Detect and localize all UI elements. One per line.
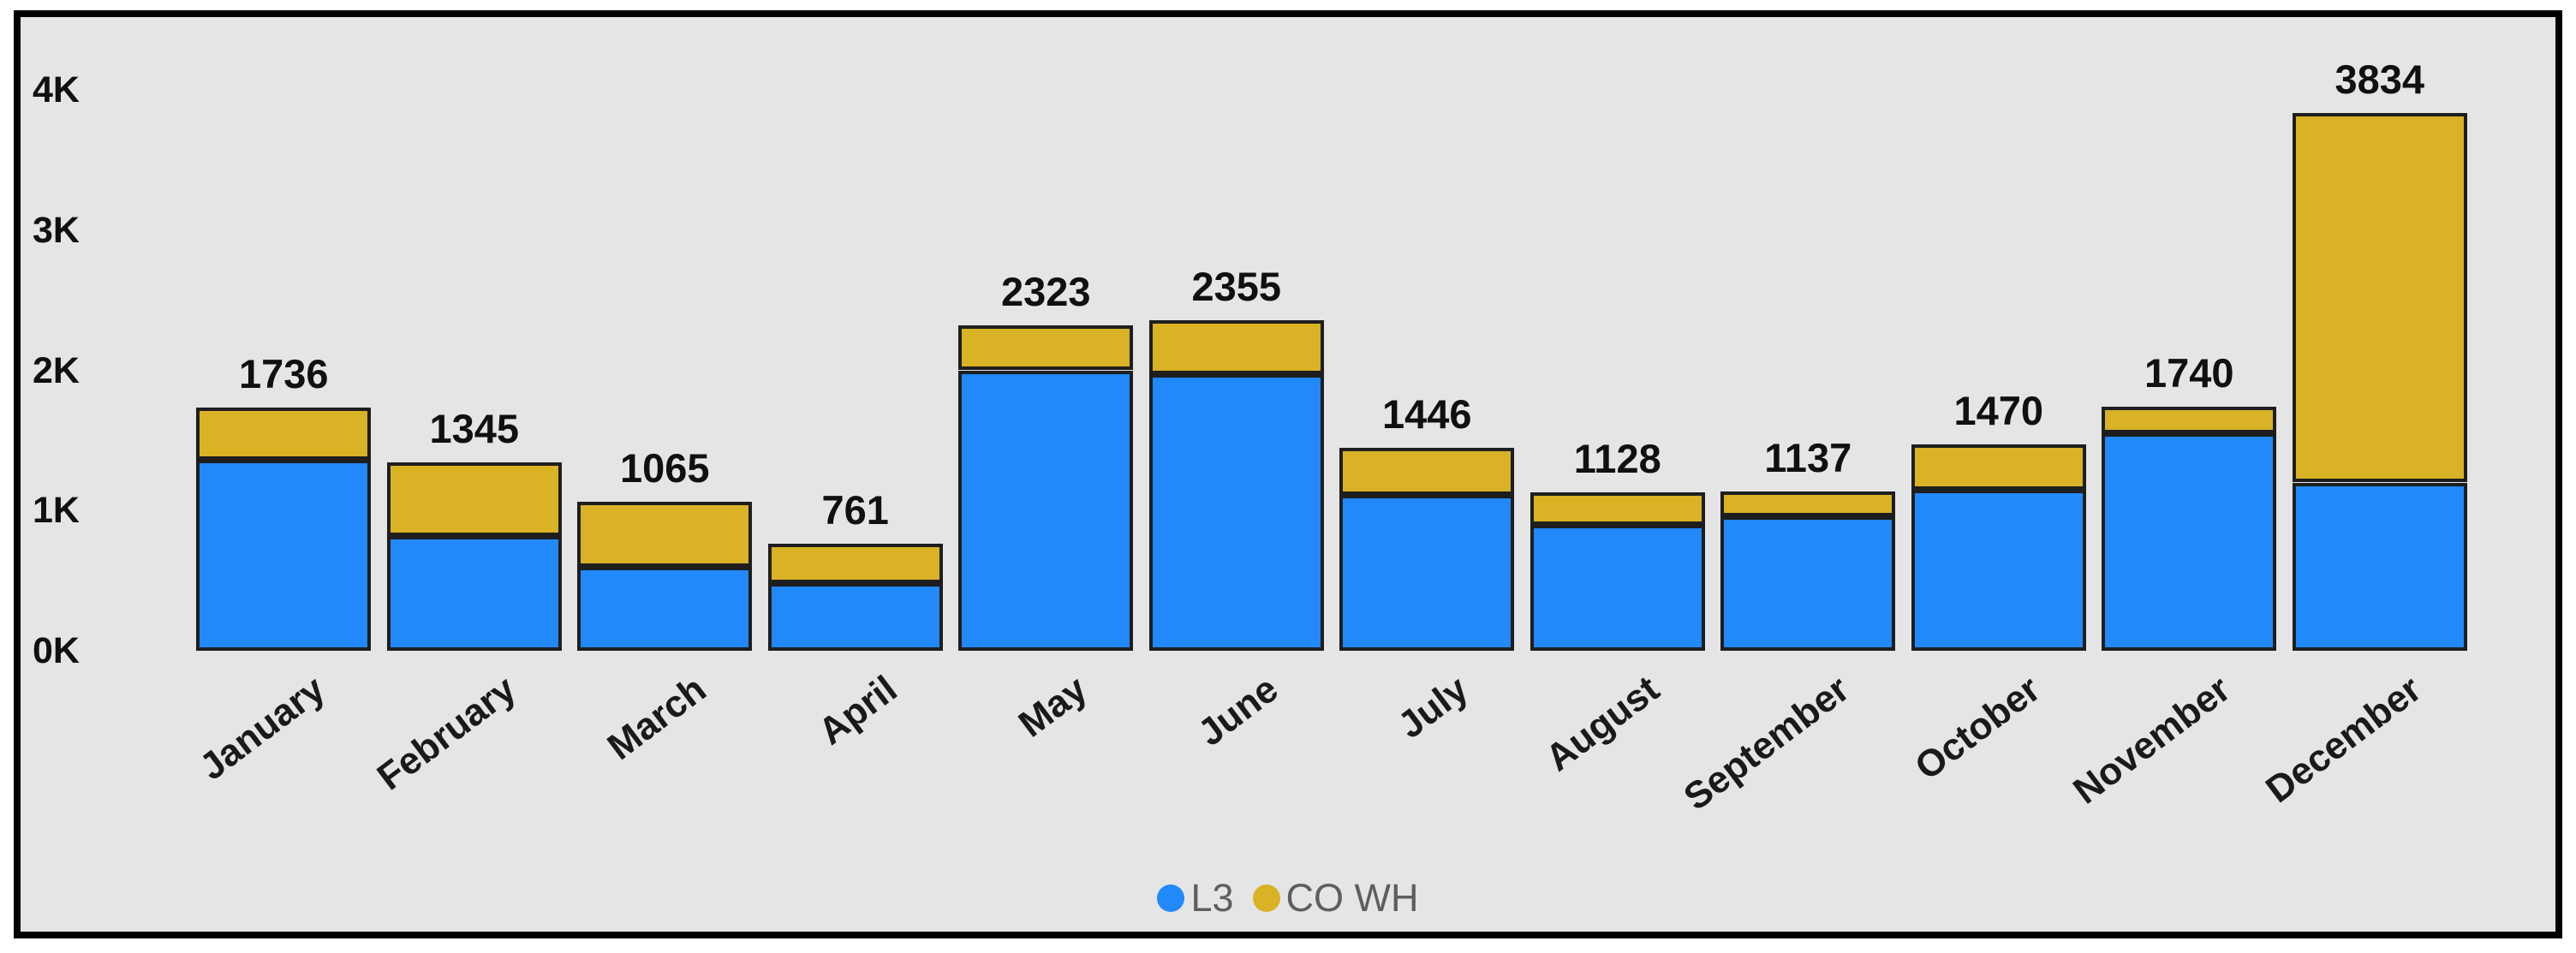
y-axis-tick-label: 0K <box>33 630 80 671</box>
bar-segment-co-wh-december[interactable] <box>2292 113 2467 483</box>
x-axis-category-anchor: December <box>2258 668 2576 811</box>
bar-segment-l3-february[interactable] <box>386 535 562 651</box>
bar-segment-co-wh-september[interactable] <box>1720 491 1896 516</box>
bar-total-label: 1446 <box>1381 391 1472 438</box>
bar-total-label: 761 <box>821 487 889 533</box>
bar-total-label: 1128 <box>1573 436 1661 482</box>
x-axis-category-anchor: April <box>811 668 965 753</box>
bar-segment-l3-october[interactable] <box>1911 489 2086 651</box>
bar-segment-l3-december[interactable] <box>2292 482 2467 651</box>
bar-segment-l3-march[interactable] <box>577 566 753 651</box>
bar-segment-co-wh-april[interactable] <box>767 544 943 584</box>
x-axis-category-anchor: February <box>369 668 659 798</box>
x-axis-category-anchor: January <box>192 668 452 789</box>
x-axis-category-anchor: June <box>1190 668 1349 754</box>
y-axis-tick-label: 1K <box>33 490 80 532</box>
x-axis-category-anchor: October <box>1907 668 2168 789</box>
bar-total-label: 1740 <box>2144 350 2234 396</box>
legend-item-l3[interactable]: L3 <box>1157 876 1234 920</box>
bar-total-label: 3834 <box>2334 57 2425 103</box>
legend-item-co-wh[interactable]: CO WH <box>1252 876 1419 920</box>
bar-segment-co-wh-january[interactable] <box>196 407 372 461</box>
legend-color-dot-icon <box>1252 884 1280 912</box>
legend-color-dot-icon <box>1157 884 1185 912</box>
bar-segment-co-wh-august[interactable] <box>1530 492 1705 525</box>
bar-segment-co-wh-may[interactable] <box>958 325 1134 371</box>
legend-label: L3 <box>1190 876 1234 920</box>
bar-segment-co-wh-march[interactable] <box>577 501 753 567</box>
x-axis-category-anchor: August <box>1538 668 1772 779</box>
bar-segment-l3-july[interactable] <box>1339 495 1515 651</box>
x-axis-category-anchor: July <box>1391 668 1526 747</box>
bar-total-label: 2355 <box>1191 264 1282 310</box>
bar-segment-co-wh-february[interactable] <box>386 462 562 536</box>
bar-segment-l3-september[interactable] <box>1720 515 1896 651</box>
bar-total-label: 1736 <box>238 350 329 396</box>
y-axis-tick-label: 3K <box>33 209 80 251</box>
legend-label: CO WH <box>1285 876 1419 920</box>
bar-segment-co-wh-july[interactable] <box>1339 448 1515 496</box>
bar-segment-co-wh-october[interactable] <box>1911 444 2086 490</box>
bar-total-label: 1345 <box>429 405 520 451</box>
bar-segment-co-wh-november[interactable] <box>2102 407 2277 434</box>
bar-segment-l3-april[interactable] <box>767 583 943 651</box>
chart-legend: L3 CO WH <box>0 879 2576 917</box>
bar-segment-l3-january[interactable] <box>196 460 372 651</box>
bar-segment-l3-august[interactable] <box>1530 524 1705 651</box>
y-axis-tick-label: 4K <box>33 69 80 110</box>
x-axis-category-anchor: March <box>600 668 800 768</box>
bar-segment-l3-november[interactable] <box>2102 433 2277 651</box>
bar-total-label: 1137 <box>1764 434 1852 480</box>
x-axis-category-anchor: May <box>1011 668 1143 746</box>
bar-segment-co-wh-june[interactable] <box>1148 320 1324 375</box>
bar-total-label: 1470 <box>1953 388 2044 434</box>
bar-total-label: 2323 <box>1000 268 1091 314</box>
bar-segment-l3-june[interactable] <box>1148 374 1324 651</box>
y-axis-tick-label: 2K <box>33 349 80 391</box>
bar-total-label: 1065 <box>619 444 710 491</box>
bar-segment-l3-may[interactable] <box>958 370 1134 651</box>
